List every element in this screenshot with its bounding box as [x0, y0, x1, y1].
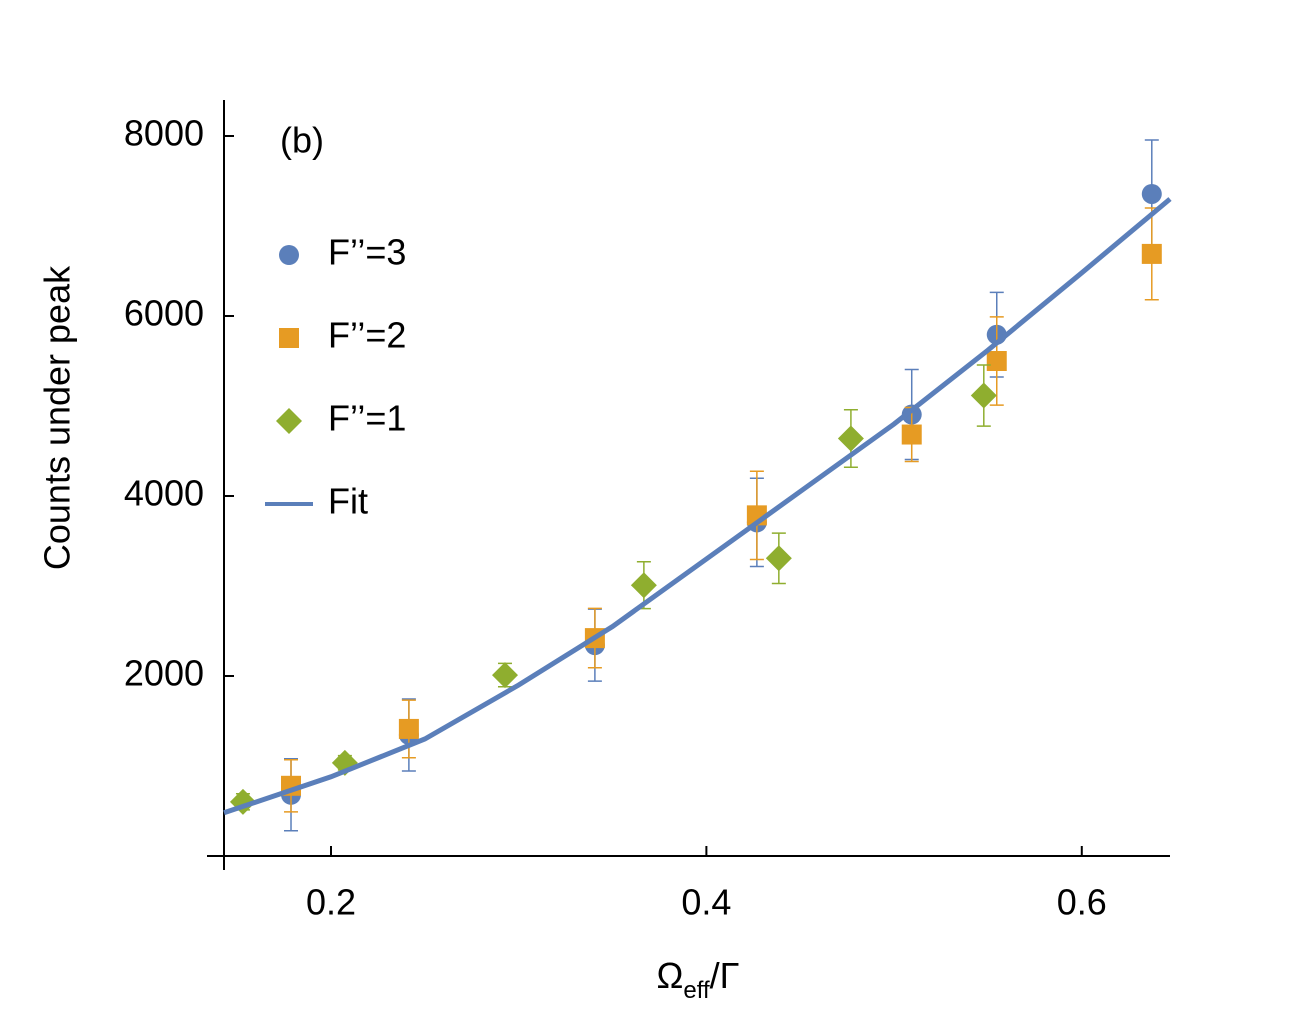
x-tick-label: 0.2 [306, 882, 356, 923]
fit-line [223, 197, 1172, 816]
legend-label: F’’=3 [328, 232, 406, 273]
legend-swatch [279, 328, 299, 348]
point [901, 424, 922, 445]
x-axis-label: Ωeff/Γ [656, 955, 739, 1005]
point [1141, 183, 1162, 204]
x-label-sub: eff [683, 977, 710, 1004]
x-tick-label: 0.4 [681, 882, 731, 923]
point [491, 662, 518, 689]
legend-label: F’’=2 [328, 315, 406, 356]
y-axis-label: Counts under peak [37, 265, 78, 570]
legend-swatch [279, 245, 299, 265]
x-label-main: Ω [656, 955, 683, 996]
legend-label: F’’=1 [328, 398, 406, 439]
point [837, 425, 864, 452]
point [986, 351, 1007, 371]
point [970, 382, 997, 409]
y-tick-label: 8000 [124, 113, 204, 154]
annotation: (b) [280, 120, 324, 161]
point [1141, 243, 1162, 264]
y-tick-label: 4000 [124, 473, 204, 514]
x-tick-label: 0.6 [1057, 882, 1107, 923]
y-tick-label: 2000 [124, 653, 204, 694]
point [630, 572, 657, 599]
point [398, 718, 419, 739]
legend-swatch [276, 408, 302, 434]
point [765, 545, 792, 572]
x-label-end: /Γ [710, 955, 740, 996]
y-tick-label: 6000 [124, 293, 204, 334]
legend-label: Fit [328, 481, 368, 522]
